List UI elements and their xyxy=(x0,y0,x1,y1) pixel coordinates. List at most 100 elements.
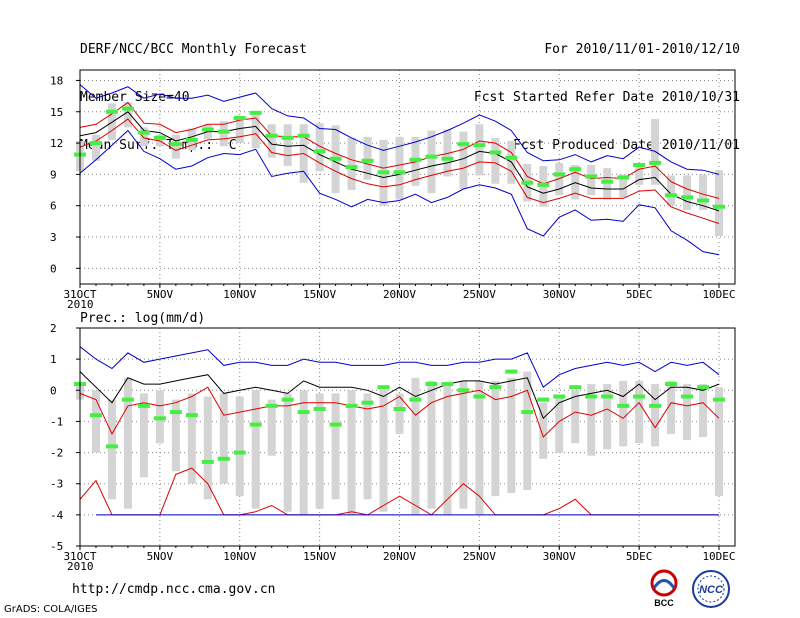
source-url[interactable]: http://cmdp.ncc.cma.gov.cn xyxy=(72,582,276,597)
panel1-box xyxy=(459,131,468,190)
bcc-logo-ring xyxy=(650,569,678,597)
panel2-median-marker xyxy=(249,422,262,427)
panel1-median-marker xyxy=(329,156,342,161)
forecast-produced-date: Fcst Produced Date 2010/11/01 xyxy=(513,138,740,153)
panel1-box xyxy=(587,164,596,196)
panel1-box xyxy=(683,175,692,210)
panel2-box xyxy=(139,393,148,478)
panel1-box xyxy=(235,119,244,144)
panel1-box xyxy=(475,124,484,176)
panel1-median-marker xyxy=(537,182,550,187)
panel1-box xyxy=(603,168,612,200)
panel2-box xyxy=(171,399,180,472)
panel2-median-marker xyxy=(473,394,486,399)
panel1-median-marker xyxy=(105,109,118,114)
panel1-median-marker xyxy=(201,127,214,132)
panel1-box xyxy=(219,121,228,147)
panel2-box xyxy=(491,380,500,497)
panel1-box xyxy=(155,134,164,147)
panel2-median-marker xyxy=(153,416,166,421)
panel1-ytick-label: 3 xyxy=(50,231,57,244)
panel2-box xyxy=(539,402,548,459)
panel2-spread-line xyxy=(79,386,720,438)
panel1-median-marker xyxy=(681,195,694,200)
panel2-box xyxy=(187,393,196,484)
bcc-logo-text: BCC xyxy=(654,598,674,608)
bcc-logo-swirl xyxy=(652,579,676,589)
panel1-xtick-label: 15NOV xyxy=(303,288,336,301)
header-right: For 2010/11/01-2010/12/10 Fcst Started R… xyxy=(474,10,740,170)
panel2-xtick-label: 10DEC xyxy=(702,550,735,563)
panel1-spread-lower-line xyxy=(79,118,720,224)
panel1-box xyxy=(427,130,436,194)
panel2-median-marker xyxy=(537,397,550,402)
panel1-box xyxy=(251,111,260,149)
panel2-mean-line xyxy=(79,371,720,420)
panel2-median-marker xyxy=(313,406,326,411)
panel2-median-marker xyxy=(297,410,310,415)
panel1-box xyxy=(395,136,404,200)
panel2-title: Prec.: log(mm/d) xyxy=(80,311,205,326)
panel2-median-marker xyxy=(489,385,502,390)
panel2-box xyxy=(315,393,324,509)
panel1-box xyxy=(619,174,628,198)
panel2-ytick-label: -3 xyxy=(50,478,63,491)
panel1-box xyxy=(283,124,292,167)
panel1-frame xyxy=(79,69,736,285)
panel2-box xyxy=(395,393,404,434)
panel2-xtick-label: 5NOV xyxy=(147,550,174,563)
panel2-max-line xyxy=(79,346,720,388)
panel2-box xyxy=(283,393,292,512)
panel1-median-marker xyxy=(409,157,422,162)
panel2-median-marker xyxy=(457,388,470,393)
panel1-median-marker xyxy=(121,106,134,111)
panel1-median-marker xyxy=(217,129,230,134)
panel1-median-marker xyxy=(169,142,182,147)
panel1-box xyxy=(715,170,723,236)
panel2-median-marker xyxy=(601,394,614,399)
panel1-ytick-label: 15 xyxy=(50,106,63,119)
panel1-spread-upper-line xyxy=(79,101,720,199)
panel1-median-marker xyxy=(345,165,358,170)
panel1-box xyxy=(315,123,324,172)
panel2-box xyxy=(587,384,596,456)
panel1-median-marker xyxy=(665,193,678,198)
panel1-median-marker xyxy=(265,133,278,138)
panel1-box xyxy=(491,137,500,184)
panel1-median-marker xyxy=(617,175,630,180)
panel2-median-marker xyxy=(617,403,630,408)
panel1-ytick-label: 18 xyxy=(50,74,63,87)
panel1-median-marker xyxy=(233,116,246,121)
panel1-median-marker xyxy=(281,135,294,140)
panel1-xtick-label: 25NOV xyxy=(463,288,496,301)
panel2-median-marker xyxy=(665,382,678,387)
panel1-median-marker xyxy=(313,149,326,154)
panel1-median-marker xyxy=(89,141,102,146)
forecast-period: For 2010/11/01-2010/12/10 xyxy=(544,42,740,57)
bcc-logo: BCC xyxy=(650,569,678,608)
chart-title: DERF/NCC/BCC Monthly Forecast xyxy=(80,42,307,57)
panel1-ytick-label: 0 xyxy=(50,262,57,275)
panel2-box xyxy=(523,371,532,490)
panel2-median-marker xyxy=(521,410,534,415)
panel1-xtick-label: 2010 xyxy=(67,298,94,311)
ncc-logo: NCC xyxy=(692,570,730,608)
panel2-box xyxy=(619,380,628,447)
panel2-median-marker xyxy=(185,413,198,418)
panel2-xtick-label: 25NOV xyxy=(463,550,496,563)
panel1-xtick-label: 10NOV xyxy=(223,288,256,301)
panel2-box xyxy=(715,387,723,497)
ncc-logo-inner-ring xyxy=(697,575,725,603)
panel2-median-marker xyxy=(345,403,358,408)
panel1-ytick-label: 12 xyxy=(50,137,63,150)
panel2-median-marker xyxy=(121,397,134,402)
panel1-median-marker xyxy=(585,174,598,179)
panel1-ytick-label: 6 xyxy=(50,200,57,213)
panel2-median-marker xyxy=(137,403,150,408)
panel1-median-marker xyxy=(505,155,518,160)
panel2-box xyxy=(475,380,484,515)
panel1-box xyxy=(347,137,356,191)
panel2-box xyxy=(699,384,708,437)
panel2-xtick-label: 20NOV xyxy=(383,550,416,563)
